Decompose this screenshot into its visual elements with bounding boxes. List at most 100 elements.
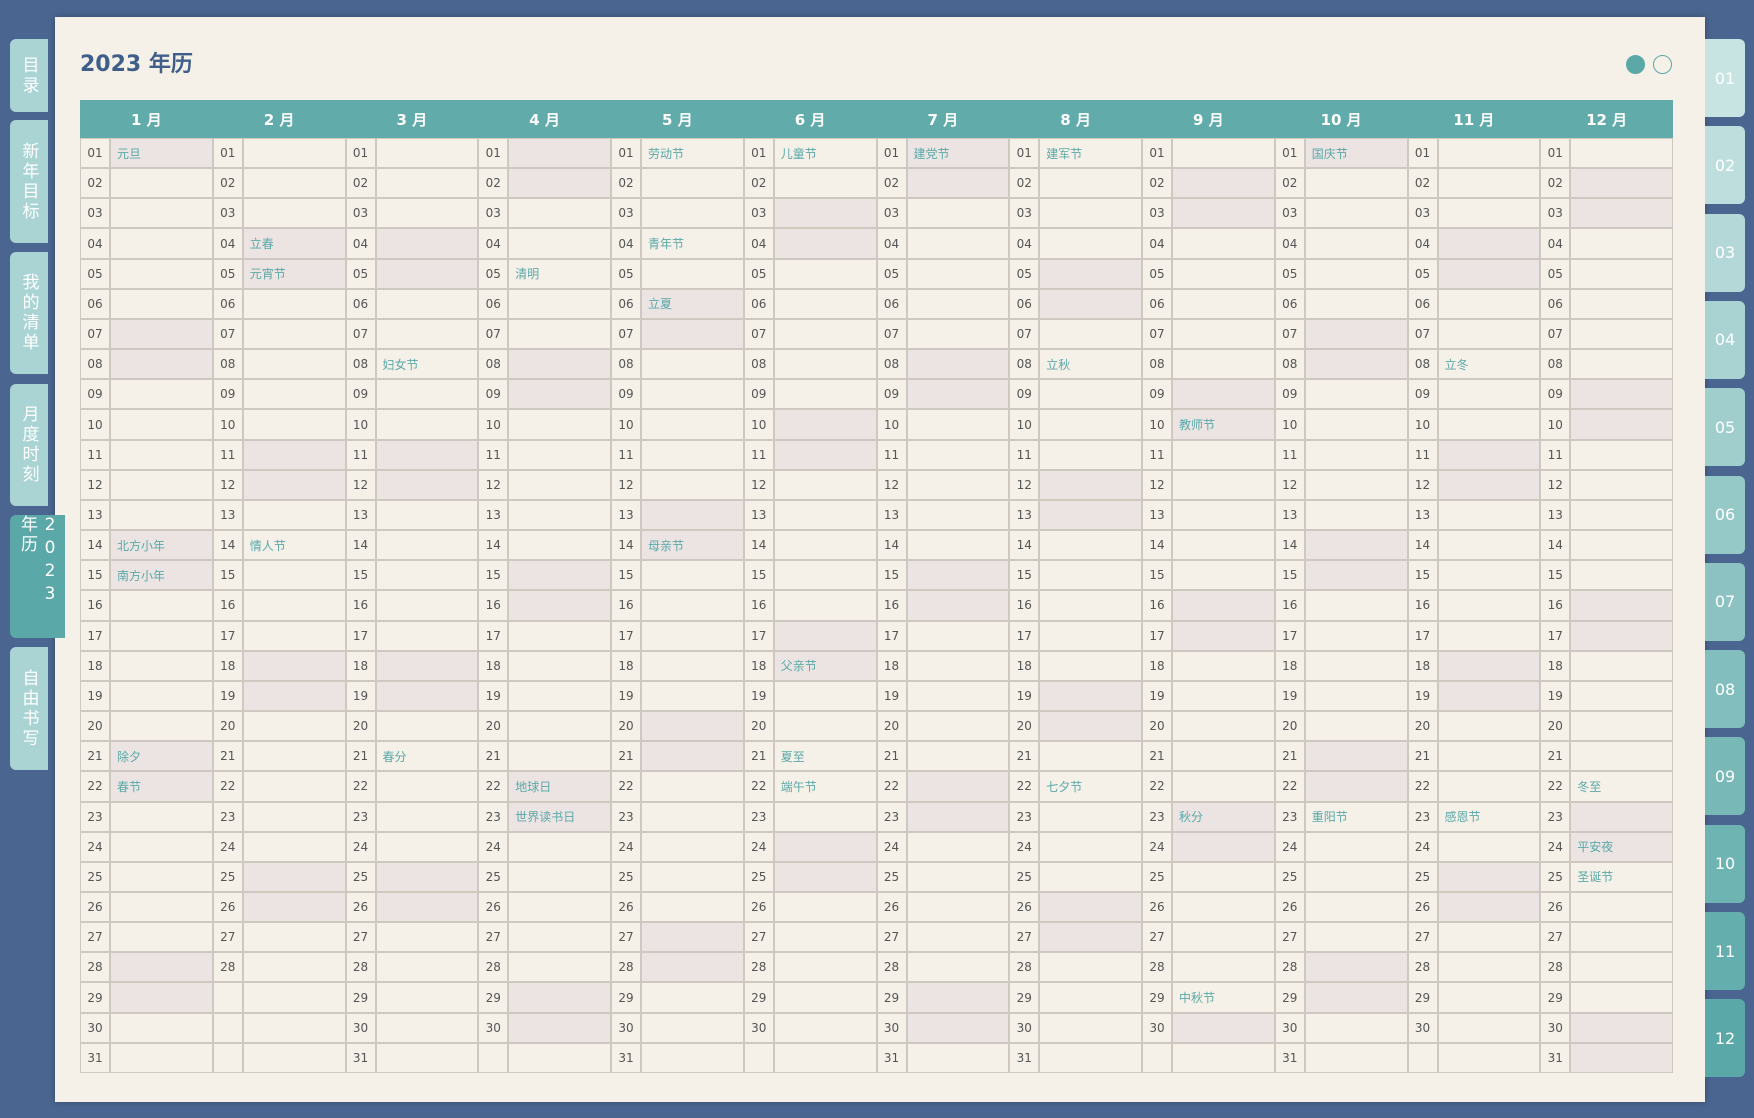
day-cell — [773, 982, 877, 1013]
day-number: 10 — [876, 409, 907, 440]
day-number: 14 — [478, 530, 509, 561]
day-number: 01 — [212, 138, 243, 169]
day-cell — [110, 680, 213, 712]
month-tab[interactable]: 06 — [1705, 475, 1745, 554]
day-cell — [906, 831, 1010, 862]
day-number: 22 — [1009, 771, 1040, 802]
month-tab[interactable]: 05 — [1705, 388, 1745, 467]
page-dot[interactable] — [1626, 55, 1645, 74]
day-cell — [1437, 771, 1541, 802]
day-number: 10 — [1540, 409, 1571, 440]
day-number: 08 — [743, 349, 774, 380]
side-tab[interactable]: 目录 — [10, 39, 48, 112]
month-tab[interactable]: 03 — [1705, 213, 1745, 292]
month-tab[interactable]: 10 — [1705, 824, 1745, 903]
day-number: 19 — [212, 680, 243, 712]
day-number: 25 — [743, 861, 774, 892]
day-number: 07 — [1009, 318, 1040, 350]
day-number: 05 — [611, 258, 641, 289]
day-number: 25 — [1540, 861, 1571, 892]
day-cell — [242, 168, 346, 199]
day-number: 03 — [1142, 198, 1172, 229]
day-number: 05 — [1540, 258, 1571, 289]
month-tab[interactable]: 09 — [1705, 737, 1745, 816]
day-number: 07 — [1540, 318, 1571, 350]
month-header: 6 月 — [743, 100, 877, 138]
month-tab[interactable]: 01 — [1705, 39, 1745, 117]
event-label: 秋分 — [1172, 801, 1275, 832]
day-cell — [242, 379, 346, 410]
day-cell — [773, 861, 877, 892]
day-cell — [508, 288, 611, 319]
day-cell — [641, 892, 744, 923]
day-number: 24 — [1540, 831, 1571, 862]
month-tab[interactable]: 02 — [1705, 126, 1745, 205]
day-cell — [1570, 258, 1673, 289]
day-number: 09 — [345, 379, 376, 410]
event-label: 劳动节 — [641, 138, 744, 169]
day-cell — [1172, 198, 1275, 229]
side-tab[interactable]: 月度时刻 — [10, 384, 48, 506]
day-number: 28 — [1142, 952, 1172, 983]
day-cell — [641, 680, 744, 712]
day-cell — [641, 711, 744, 742]
day-cell — [1039, 318, 1142, 350]
day-cell — [508, 318, 611, 350]
month-tab[interactable]: 12 — [1705, 999, 1745, 1078]
day-number: 27 — [1009, 922, 1040, 953]
day-number: 19 — [1142, 680, 1172, 712]
day-cell — [641, 801, 744, 832]
month-tab[interactable]: 04 — [1705, 300, 1745, 379]
day-cell — [773, 349, 877, 380]
day-cell — [641, 318, 744, 350]
day-number: 09 — [478, 379, 509, 410]
side-tab[interactable]: 我的清单 — [10, 252, 48, 374]
day-number: 12 — [1540, 469, 1571, 500]
day-cell — [110, 711, 213, 742]
day-number: 18 — [1407, 650, 1438, 681]
side-tab[interactable]: 2023 年历 — [10, 515, 65, 638]
month-header: 12 月 — [1540, 100, 1673, 138]
day-number: 04 — [876, 228, 907, 259]
month-tab[interactable]: 11 — [1705, 912, 1745, 990]
day-number: 11 — [876, 439, 907, 470]
day-number: 14 — [212, 530, 243, 561]
day-cell — [242, 198, 346, 229]
day-cell — [1039, 982, 1142, 1013]
day-cell — [1570, 499, 1673, 531]
side-tab[interactable]: 新年目标 — [10, 120, 48, 243]
day-number: 05 — [876, 258, 907, 289]
month-tab[interactable]: 08 — [1705, 650, 1745, 729]
event-label: 青年节 — [641, 228, 744, 259]
day-cell — [1172, 831, 1275, 862]
day-cell — [641, 922, 744, 953]
day-number: 03 — [345, 198, 376, 229]
day-cell — [906, 741, 1010, 772]
day-cell — [1304, 469, 1408, 500]
day-cell — [641, 409, 744, 440]
day-number: 01 — [345, 138, 376, 169]
day-cell — [906, 590, 1010, 621]
day-number: 05 — [1009, 258, 1040, 289]
page-dot[interactable] — [1653, 55, 1672, 74]
day-number: 04 — [1009, 228, 1040, 259]
day-number: 24 — [876, 831, 907, 862]
day-number: 09 — [1274, 379, 1305, 410]
day-cell — [110, 801, 213, 832]
day-number: 28 — [1009, 952, 1040, 983]
day-cell — [906, 892, 1010, 923]
month-header: 2 月 — [212, 100, 346, 138]
day-number: 20 — [743, 711, 774, 742]
day-number: 26 — [743, 892, 774, 923]
day-number: 10 — [80, 409, 110, 440]
day-number: 30 — [876, 1012, 907, 1043]
day-cell — [1172, 1042, 1275, 1073]
day-number: 07 — [212, 318, 243, 350]
day-number: 15 — [611, 560, 641, 591]
day-number: 06 — [80, 288, 110, 319]
day-cell — [110, 922, 213, 953]
side-tab[interactable]: 自由书写 — [10, 647, 48, 770]
day-number: 14 — [345, 530, 376, 561]
month-tab[interactable]: 07 — [1705, 562, 1745, 641]
day-number: 28 — [1540, 952, 1571, 983]
